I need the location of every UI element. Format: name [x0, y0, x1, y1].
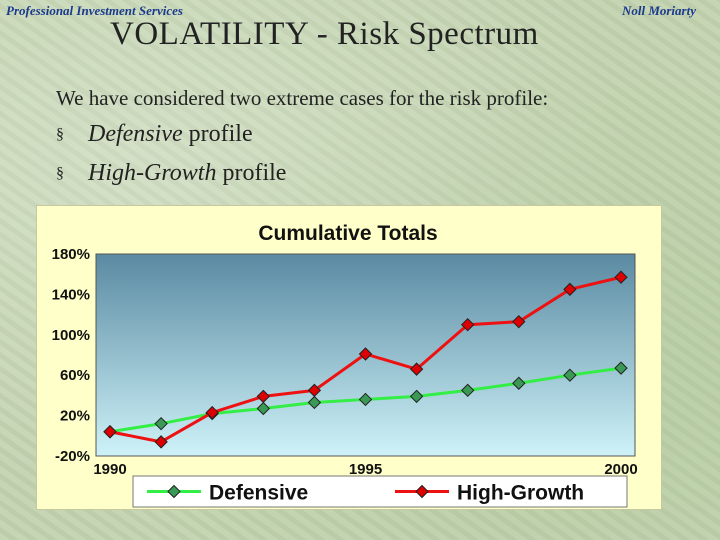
data-point: [307, 395, 322, 410]
legend-box: [132, 475, 628, 508]
data-point: [614, 361, 628, 375]
data-point: [409, 389, 424, 404]
y-tick-label: 60%: [60, 367, 90, 384]
data-point: [256, 401, 271, 416]
y-tick-label: 100%: [52, 327, 90, 344]
author-header: Noll Moriarty: [621, 3, 696, 18]
y-tick-label: 140%: [52, 286, 90, 303]
data-point: [563, 368, 577, 382]
intro-text: We have considered two extreme cases for…: [56, 86, 549, 110]
bullet-marker: §: [56, 126, 64, 144]
data-point: [205, 405, 219, 420]
bullet-defensive: § Defensive profile: [56, 121, 253, 148]
x-tick-label: 1990: [93, 461, 126, 478]
company-header: Professional Investment Services: [6, 3, 183, 18]
data-point: [358, 347, 373, 361]
bullet-emphasis: High-Growth: [88, 160, 217, 186]
data-point: [409, 362, 424, 376]
data-point: [512, 314, 526, 329]
cumulative-totals-chart: Cumulative Totals 180% 140% 100% 60% 20% -20%…: [52, 222, 638, 508]
legend-marker: [415, 484, 429, 499]
data-point: [614, 270, 628, 284]
y-tick-label: 180%: [52, 246, 90, 263]
data-point: [154, 435, 168, 449]
data-point: [512, 376, 526, 390]
data-point: [256, 389, 271, 404]
y-tick-label: 20%: [60, 408, 90, 425]
chart-container: Cumulative Totals 180% 140% 100% 60% 20% -20%…: [36, 205, 662, 510]
legend-label: Defensive: [209, 482, 308, 505]
data-point: [563, 282, 577, 297]
slide-title: VOLATILITY - Risk Spectrum: [110, 16, 539, 52]
bullet-emphasis: Defensive: [88, 121, 183, 147]
chart-title: Cumulative Totals: [258, 222, 437, 245]
bullet-high-growth: § High-Growth profile: [56, 160, 286, 187]
legend-marker: [167, 484, 181, 499]
x-tick-label: 2000: [604, 461, 637, 478]
y-tick-label: -20%: [55, 448, 90, 465]
data-point: [307, 383, 322, 398]
data-point: [358, 392, 373, 407]
bullet-rest: profile: [222, 160, 287, 186]
data-point: [103, 425, 117, 439]
x-tick-label: 1995: [349, 461, 382, 478]
data-point: [154, 416, 168, 431]
legend-label: High-Growth: [457, 482, 584, 505]
data-point: [460, 317, 475, 332]
bullet-rest: profile: [188, 121, 253, 147]
data-point: [460, 383, 475, 398]
bullet-marker: §: [56, 165, 64, 183]
